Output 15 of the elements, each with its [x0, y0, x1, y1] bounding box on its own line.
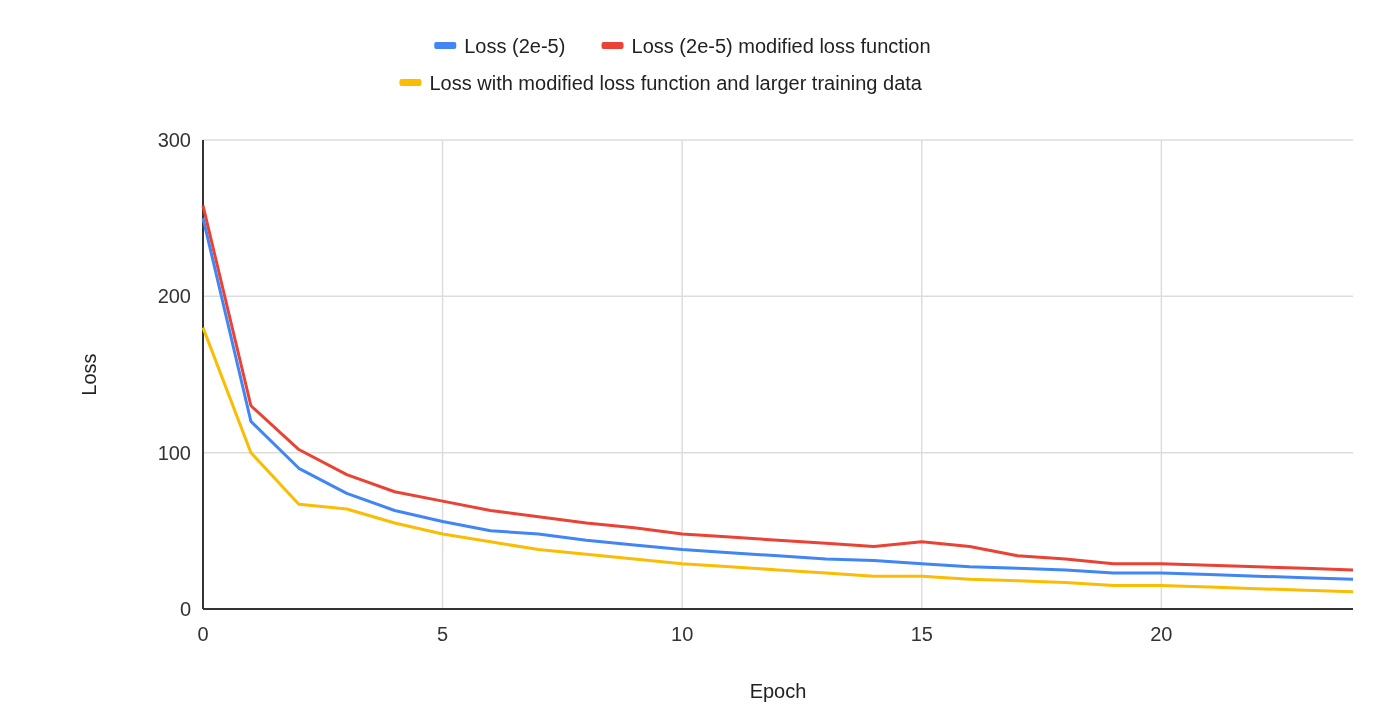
x-axis-title: Epoch [749, 680, 807, 702]
legend-label: Loss (2e-5) [464, 35, 566, 57]
y-tick-label: 300 [157, 129, 191, 151]
x-tick-label: 10 [671, 623, 694, 645]
y-tick-label: 100 [157, 441, 191, 464]
y-tick-label: 0 [179, 598, 191, 620]
y-tick-label: 200 [157, 285, 191, 308]
line-series [201, 326, 1355, 594]
y-axis-title: Loss [78, 353, 100, 396]
legend-label: Loss with modified loss function and larger training data [429, 72, 923, 94]
x-tick-label: 15 [910, 623, 933, 645]
legend-label: Loss (2e-5) modified loss function [631, 35, 931, 57]
x-tick-label: 5 [437, 623, 449, 645]
x-tick-label: 20 [1150, 623, 1173, 645]
x-tick-label: 0 [197, 623, 209, 645]
